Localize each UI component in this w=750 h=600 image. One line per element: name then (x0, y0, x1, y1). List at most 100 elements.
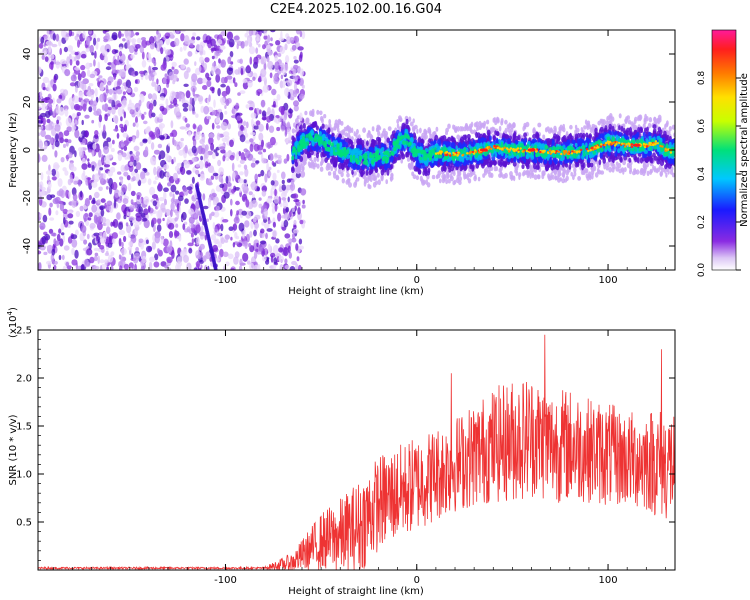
ridge-blob (409, 121, 414, 127)
ridge-blob (598, 159, 602, 166)
noise-blob (212, 172, 219, 177)
noise-blob (125, 64, 130, 71)
noise-blob (250, 181, 257, 191)
noise-blob (301, 30, 306, 40)
noise-blob (80, 53, 87, 59)
noise-blob (144, 127, 151, 134)
noise-blob (259, 240, 267, 245)
noise-blob (173, 139, 177, 147)
ridge-blob (451, 136, 455, 143)
noise-blob (168, 231, 174, 238)
noise-blob (208, 133, 215, 139)
ridge-blob (532, 134, 537, 139)
noise-blob (226, 31, 234, 40)
noise-blob (154, 176, 159, 181)
ridge-blob (341, 178, 345, 184)
noise-blob (217, 159, 222, 167)
ridge-blob (315, 152, 319, 159)
noise-blob (53, 238, 57, 246)
noise-blob (132, 136, 136, 143)
ridge-blob (502, 132, 506, 139)
noise-blob (212, 201, 217, 206)
noise-blob (211, 55, 215, 60)
ridge-blob (633, 124, 638, 131)
noise-blob (74, 119, 78, 125)
ridge-blob (626, 130, 630, 137)
noise-blob (91, 181, 98, 188)
ridge-blob (459, 126, 463, 132)
noise-blob (135, 44, 141, 49)
ridge-blob (365, 169, 369, 176)
noise-blob (123, 145, 128, 151)
noise-blob (247, 100, 254, 105)
noise-blob (193, 81, 197, 86)
noise-blob (126, 212, 131, 217)
noise-blob (258, 197, 262, 201)
ridge-blob (653, 116, 657, 123)
noise-blob (133, 86, 139, 93)
noise-blob (293, 219, 297, 226)
noise-blob (181, 162, 184, 169)
noise-blob (195, 131, 201, 138)
noise-blob (118, 237, 122, 247)
noise-blob (38, 132, 41, 137)
noise-blob (120, 126, 125, 133)
noise-blob (190, 223, 195, 229)
noise-blob (225, 152, 230, 157)
noise-blob (202, 193, 206, 201)
ridge-blob (500, 118, 504, 124)
noise-blob (151, 81, 157, 87)
noise-blob (159, 170, 165, 179)
ridge-blob (408, 116, 412, 122)
noise-blob (295, 243, 299, 251)
noise-blob (169, 132, 174, 137)
noise-blob (56, 233, 61, 242)
noise-blob (238, 150, 242, 157)
noise-blob (101, 154, 104, 164)
noise-blob (299, 79, 304, 86)
ridge-blob (299, 124, 303, 131)
ridge-blob (358, 139, 362, 145)
ridge-blob (319, 166, 324, 172)
noise-blob (145, 171, 150, 176)
noise-blob (240, 152, 245, 161)
ridge-blob (655, 168, 659, 174)
noise-blob (251, 199, 258, 208)
noise-blob (117, 152, 123, 162)
ridge-blob (496, 116, 499, 123)
noise-blob (91, 52, 95, 56)
noise-blob (62, 89, 69, 97)
noise-blob (165, 35, 169, 39)
noise-blob (244, 168, 249, 177)
noise-blob (46, 103, 53, 110)
ridge-blob (618, 125, 621, 131)
noise-blob (40, 112, 47, 118)
noise-blob (53, 265, 57, 270)
noise-blob (224, 234, 230, 240)
noise-blob (278, 37, 285, 41)
ridge-blob (494, 120, 498, 126)
noise-blob (199, 243, 205, 250)
noise-blob (199, 56, 204, 64)
ridge-blob (351, 169, 354, 175)
noise-blob (200, 155, 204, 161)
ridge-blob (377, 130, 381, 137)
noise-blob (96, 235, 99, 242)
noise-blob (231, 106, 236, 115)
noise-blob (75, 229, 79, 236)
noise-blob (220, 237, 225, 245)
noise-blob (198, 124, 203, 132)
noise-blob (257, 173, 261, 178)
ridge-blob (315, 125, 319, 131)
noise-blob (42, 214, 48, 223)
noise-blob (164, 73, 168, 78)
noise-blob (43, 35, 48, 39)
noise-blob (201, 133, 206, 142)
noise-blob (48, 228, 54, 234)
noise-blob (156, 210, 163, 219)
noise-blob (156, 224, 162, 232)
noise-blob (86, 69, 91, 77)
noise-blob (162, 77, 168, 85)
ridge-blob (525, 169, 530, 175)
ridge-blob (466, 134, 471, 139)
